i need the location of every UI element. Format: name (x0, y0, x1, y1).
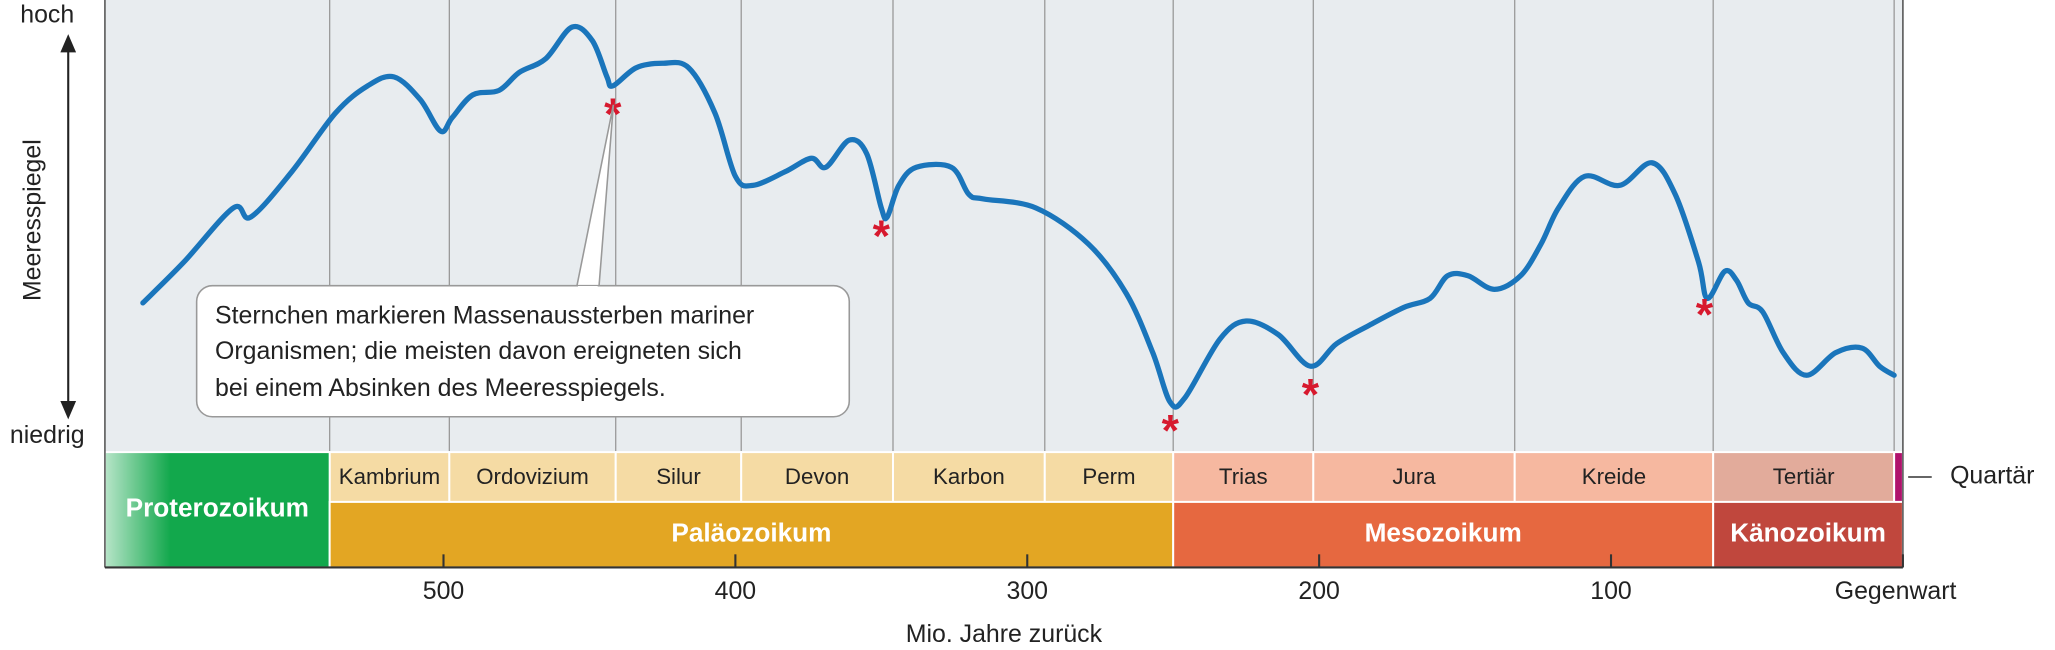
period-label: Karbon (933, 464, 1005, 489)
extinction-marker: * (873, 212, 891, 261)
time-bands: Kambrium Ordovizium Silur Devon Karbon Perm Tr… (103, 451, 1904, 569)
era-label: Paläozoikum (671, 518, 831, 548)
x-tick-label: 100 (1590, 577, 1632, 605)
period-label: Perm (1082, 464, 1135, 489)
y-axis-title: Meeresspiegel (19, 139, 47, 301)
period-label: Devon (785, 464, 849, 489)
era-label: Känozoikum (1730, 518, 1886, 548)
annotation-line: Organismen; die meisten davon ereigneten… (215, 337, 742, 365)
period-label: Ordovizium (476, 464, 589, 489)
x-tick-label: 300 (1007, 577, 1049, 605)
period-label: Quartär (1950, 462, 2034, 490)
extinction-marker: * (1162, 407, 1180, 456)
extinction-marker: * (1302, 370, 1320, 419)
x-tick-label: 200 (1298, 577, 1340, 605)
y-tick-label: niedrig (10, 421, 85, 449)
x-tick-label: Gegenwart (1835, 577, 1957, 605)
x-tick-label: 400 (715, 577, 757, 605)
period-band (1043, 451, 1175, 503)
extinction-marker: * (1696, 291, 1714, 340)
period-band (1893, 451, 1904, 503)
period-band (1312, 451, 1516, 503)
period-label: Kreide (1582, 464, 1646, 489)
period-band (1712, 451, 1896, 503)
x-axis-title: Mio. Jahre zurück (906, 620, 1103, 648)
period-label: Trias (1219, 464, 1268, 489)
period-label: Tertiär (1773, 464, 1835, 489)
period-label: Jura (1392, 464, 1436, 489)
period-label: Silur (656, 464, 701, 489)
annotation-line: bei einem Absinken des Meeresspiegels. (215, 374, 666, 402)
callout-box (195, 284, 851, 418)
y-tick-label: hoch (20, 0, 74, 28)
era-label: Mesozoikum (1365, 518, 1522, 548)
band-fade (104, 452, 171, 568)
period-band (1172, 451, 1315, 503)
x-tick-label: 500 (423, 577, 465, 605)
sea-level-line (140, 23, 1897, 410)
period-label: Kambrium (339, 464, 440, 489)
annotation-line: Sternchen markieren Massenaussterben mar… (215, 302, 754, 330)
